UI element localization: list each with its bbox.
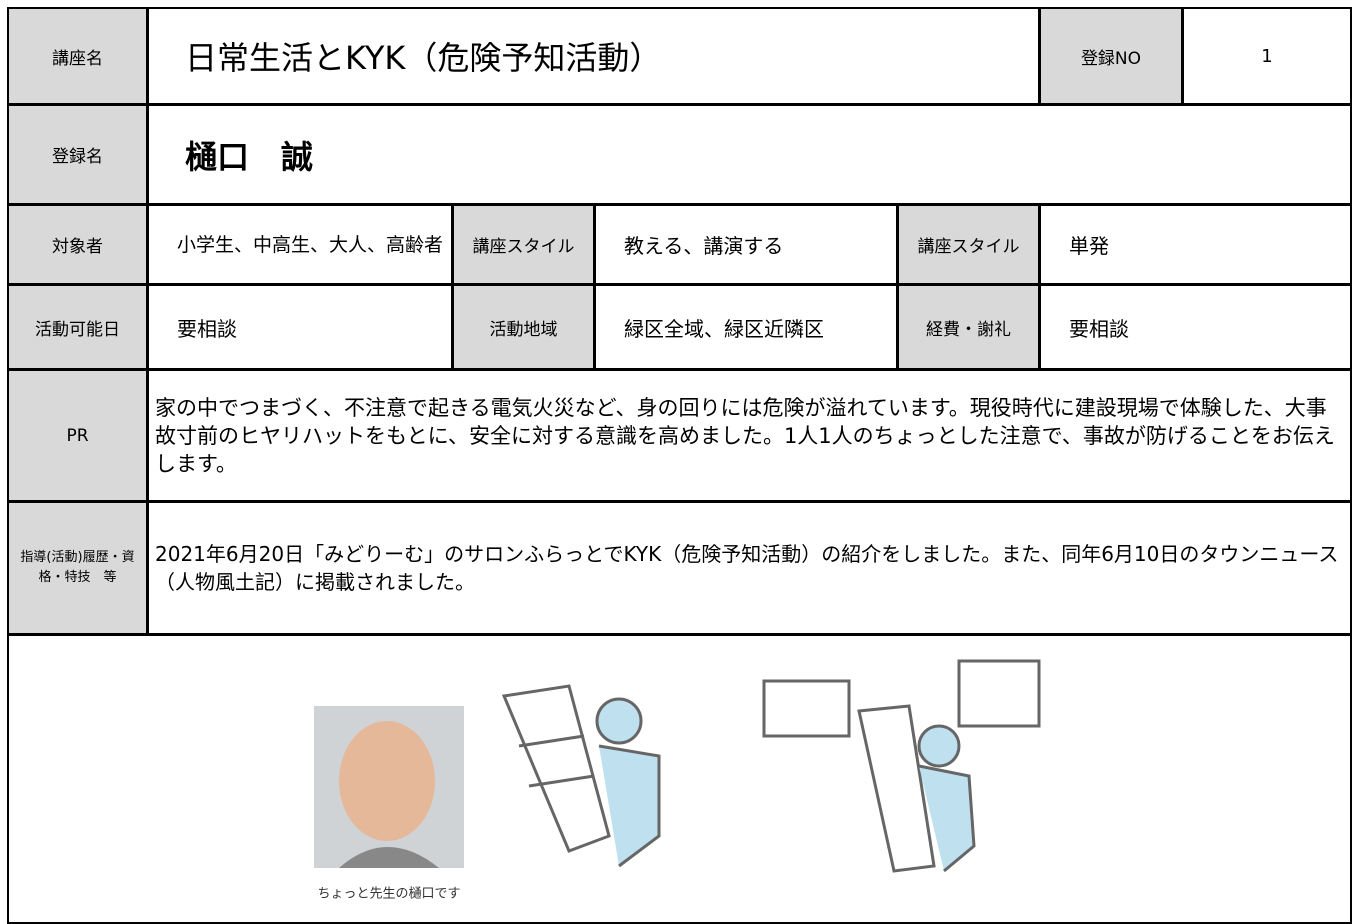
value: 緑区全域、緑区近隣区: [594, 284, 898, 370]
label: 指導(活動)履歴・資格・特技 等: [7, 501, 148, 635]
label: 登録名: [7, 104, 148, 205]
value: 要相談: [147, 284, 453, 370]
photo-caption: ちょっと先生の樋口です: [317, 886, 460, 902]
history-text: 2021年6月20日「みどりーむ」のサロンふらっとでKYK（危険予知活動）の紹介…: [147, 501, 1352, 635]
value: 教える、講演する: [594, 204, 898, 285]
label: 活動地域: [452, 284, 595, 370]
label: PR: [7, 369, 148, 502]
value: 小学生、中高生、大人、高齢者: [147, 204, 453, 285]
label: 登録NO: [1039, 7, 1183, 105]
label: 講座スタイル: [897, 204, 1040, 285]
photo-body: [339, 847, 439, 868]
label: 講座スタイル: [452, 204, 595, 285]
illustration-1: [501, 684, 661, 868]
registrant-name: 樋口 誠: [147, 104, 1352, 205]
image-area: ちょっと先生の樋口です: [7, 634, 1352, 924]
value: 1: [1182, 7, 1352, 105]
illustrations: ちょっと先生の樋口です: [314, 659, 1041, 902]
value: 単発: [1039, 204, 1352, 285]
value: 要相談: [1039, 284, 1352, 370]
pr-text: 家の中でつまづく、不注意で起きる電気火災など、身の回りには危険が溢れています。現…: [147, 369, 1352, 502]
label: 対象者: [7, 204, 148, 285]
label: 活動可能日: [7, 284, 148, 370]
illustration-2: [762, 659, 1041, 873]
label: 経費・謝礼: [897, 284, 1040, 370]
label: 講座名: [7, 7, 148, 105]
course-title: 日常生活とKYK（危険予知活動）: [147, 7, 1040, 105]
photo-face: [339, 721, 435, 841]
